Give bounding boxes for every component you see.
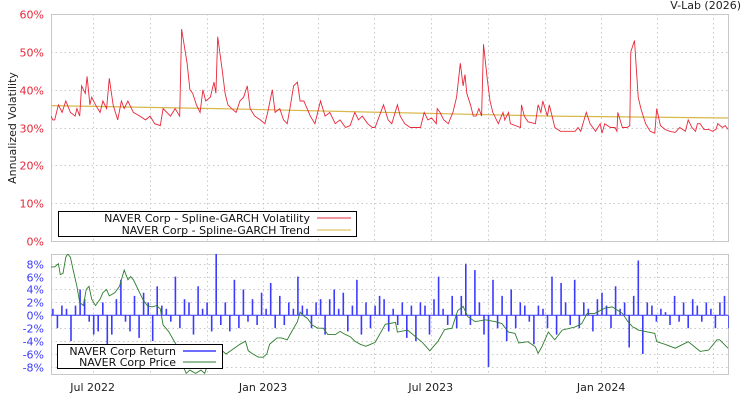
- bottom-legend: NAVER Corp Return NAVER Corp Price: [57, 344, 223, 369]
- y-tick-label: 8%: [27, 259, 44, 272]
- x-tick-label: Jul 2023: [407, 381, 453, 394]
- bottom-series: [51, 254, 729, 375]
- y-tick-label: 6%: [27, 272, 44, 285]
- y-tick-label: 4%: [27, 284, 44, 297]
- legend-return-label: NAVER Corp Return: [69, 345, 176, 358]
- top-plot-frame: [51, 14, 729, 242]
- x-tick-label: Jan 2023: [238, 381, 287, 394]
- trend-line: [51, 105, 729, 119]
- top-series: [51, 29, 729, 134]
- y-tick-label: 30%: [20, 123, 44, 136]
- bottom-plot-frame: [51, 254, 729, 375]
- y-tick-label: -4%: [23, 336, 44, 349]
- y-tick-label: 50%: [20, 47, 44, 60]
- x-tick-label: Jan 2024: [576, 381, 625, 394]
- y-tick-label: 10%: [20, 198, 44, 211]
- y-tick-label: 2%: [27, 297, 44, 310]
- legend-price-label: NAVER Corp Price: [79, 356, 176, 369]
- y-tick-label: 0%: [27, 236, 44, 249]
- bottom-y-axis: -8%-6%-4%-2%0%2%4%6%8%: [23, 259, 44, 375]
- top-legend: NAVER Corp - Spline-GARCH Volatility NAV…: [58, 211, 357, 237]
- top-y-axis: 0% 10% 20% 30% 40% 50% 60%: [20, 9, 44, 249]
- y-tick-label: -6%: [23, 349, 44, 362]
- legend-trend-label: NAVER Corp - Spline-GARCH Trend: [122, 224, 310, 237]
- y-tick-label: 40%: [20, 85, 44, 98]
- credit-label: V-Lab (2026): [670, 0, 741, 12]
- x-tick-label: Jul 2022: [69, 381, 115, 394]
- y-tick-label: -8%: [23, 362, 44, 375]
- legend-volatility-label: NAVER Corp - Spline-GARCH Volatility: [104, 212, 310, 225]
- y-tick-label: 20%: [20, 160, 44, 173]
- y-tick-label: 60%: [20, 9, 44, 22]
- y-tick-label: 0%: [27, 310, 44, 323]
- y-axis-label: Annualized Volatility: [6, 72, 19, 184]
- price-line: [51, 254, 729, 375]
- volatility-line: [51, 29, 729, 134]
- y-tick-label: -2%: [23, 323, 44, 336]
- top-grid: [51, 14, 728, 241]
- x-axis: Jul 2022 Jan 2023 Jul 2023 Jan 2024: [69, 381, 625, 394]
